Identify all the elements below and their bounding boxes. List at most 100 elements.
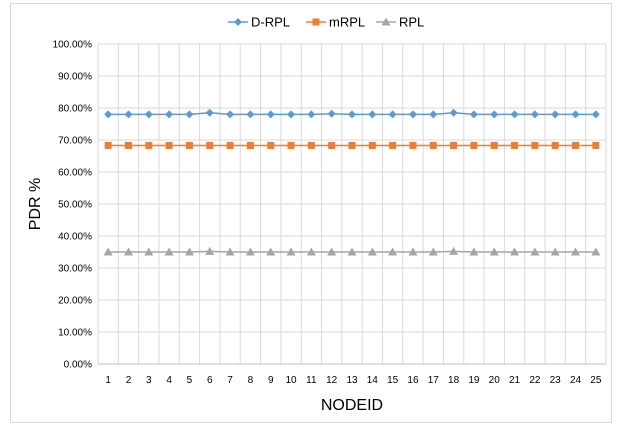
data-point-mrpl [246,141,254,149]
legend-label: D-RPL [251,15,290,30]
data-point-rpl [571,247,581,256]
data-point-rpl [225,247,235,256]
data-point-rpl [388,247,398,256]
y-tick-label: 10.00% [58,328,92,339]
x-tick-label: 10 [285,375,297,386]
data-point-mrpl [470,141,478,149]
data-point-mrpl [531,141,539,149]
data-point-d-rpl [530,110,539,119]
data-point-d-rpl [144,110,153,119]
x-tick-label: 2 [126,375,132,386]
x-tick-label: 1 [105,375,111,386]
x-tick-label: 22 [529,375,541,386]
data-point-mrpl [551,141,559,149]
series-d-rpl [104,108,600,119]
series-group [103,108,601,256]
data-point-d-rpl [591,110,600,119]
legend-marker [312,18,320,26]
data-point-d-rpl [408,110,417,119]
chart-frame [10,3,612,423]
data-point-mrpl [307,141,315,149]
data-point-d-rpl [205,108,214,117]
data-point-d-rpl [449,108,458,117]
x-tick-label: 21 [509,375,521,386]
x-tick-label: 13 [346,375,358,386]
y-tick-label: 60.00% [58,168,92,179]
data-point-d-rpl [266,110,275,119]
data-point-rpl [591,247,601,256]
legend-item-rpl: RPL [376,15,424,30]
data-point-d-rpl [185,110,194,119]
data-point-mrpl [429,141,437,149]
data-point-d-rpl [368,110,377,119]
x-tick-label: 25 [590,375,602,386]
axes: 0.00% 10.00% 20.00% 30.00% 40.00% 50.00% 60.00… [53,40,606,386]
data-point-d-rpl [429,110,438,119]
data-point-d-rpl [571,110,580,119]
data-point-d-rpl [551,110,560,119]
data-point-rpl [144,247,154,256]
data-point-rpl [286,247,296,256]
data-point-rpl [469,247,479,256]
legend-marker [234,18,242,26]
x-tick-label: 18 [448,375,460,386]
x-tick-label: 4 [166,375,172,386]
data-point-mrpl [511,141,519,149]
data-point-d-rpl [469,110,478,119]
data-point-rpl [367,247,377,256]
data-point-rpl [103,247,113,256]
series-rpl [103,246,601,256]
data-point-mrpl [165,141,173,149]
legend-label: mRPL [329,15,365,30]
x-tick-label: 24 [570,375,582,386]
data-point-d-rpl [490,110,499,119]
data-point-d-rpl [327,109,336,118]
data-point-mrpl [185,141,193,149]
x-axis-title: NODEID [321,397,383,414]
data-point-mrpl [490,141,498,149]
legend: D-RPL mRPL RPL [228,15,424,30]
legend-label: RPL [399,15,424,30]
data-point-mrpl [124,141,132,149]
data-point-rpl [408,247,418,256]
legend-item-mrpl: mRPL [306,15,365,30]
y-tick-label: 50.00% [58,200,92,211]
data-point-mrpl [287,141,295,149]
data-point-d-rpl [510,110,519,119]
grid-lines [97,43,607,365]
data-point-rpl [327,247,337,256]
x-tick-label: 17 [428,375,440,386]
data-point-d-rpl [124,110,133,119]
x-tick-label: 14 [367,375,379,386]
data-point-d-rpl [307,110,316,119]
data-point-mrpl [145,141,153,149]
data-point-mrpl [206,141,214,149]
series-mrpl [104,141,600,149]
x-tick-label: 11 [306,375,317,386]
data-point-mrpl [409,141,417,149]
data-point-mrpl [592,141,600,149]
data-point-mrpl [328,141,336,149]
y-tick-label: 40.00% [58,232,92,243]
data-point-rpl [428,247,438,256]
data-point-rpl [245,247,255,256]
data-point-d-rpl [348,110,356,119]
x-tick-label: 20 [489,375,501,386]
data-point-mrpl [572,141,580,149]
data-point-d-rpl [287,110,296,119]
data-point-rpl [164,247,174,256]
data-point-rpl [347,247,357,256]
data-point-rpl [550,247,560,256]
y-tick-label: 90.00% [58,72,92,83]
data-point-mrpl [226,141,234,149]
x-tick-label: 3 [146,375,152,386]
data-point-rpl [266,247,276,256]
data-point-rpl [489,247,499,256]
data-point-d-rpl [246,110,255,119]
x-tick-label: 9 [268,375,274,386]
data-point-rpl [205,246,215,255]
data-point-mrpl [267,141,275,149]
y-tick-label: 80.00% [58,104,92,115]
data-point-rpl [449,246,459,255]
